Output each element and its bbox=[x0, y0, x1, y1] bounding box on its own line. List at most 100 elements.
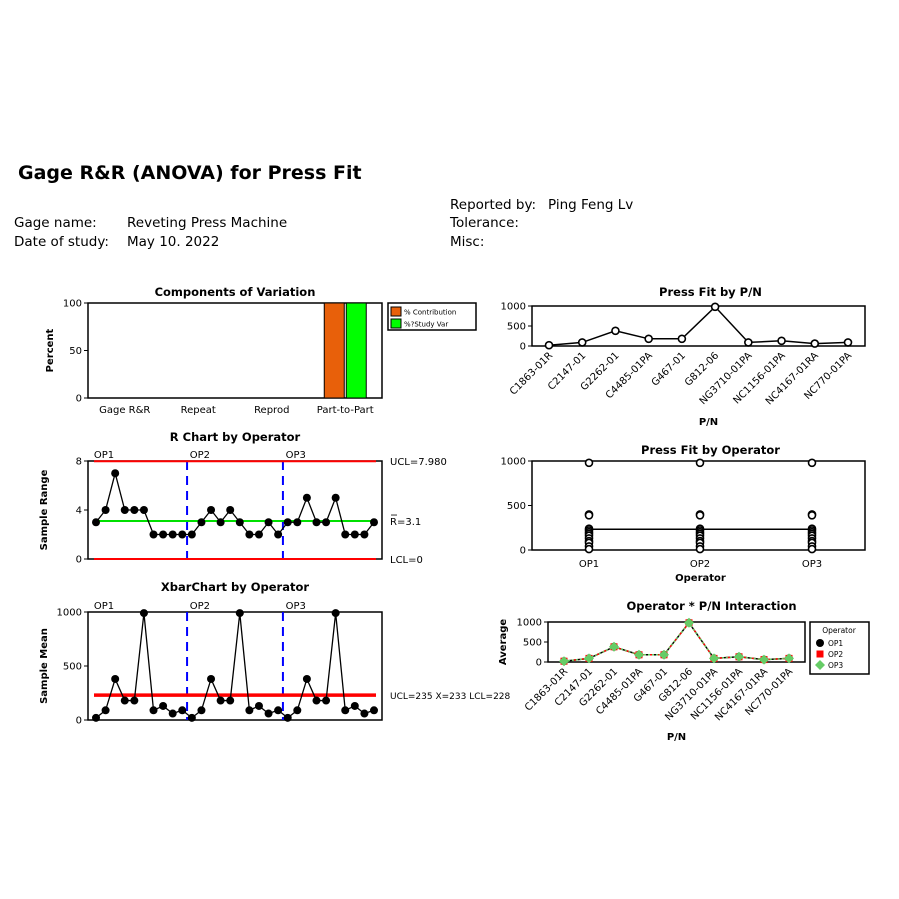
gage-name-label: Gage name: bbox=[14, 215, 97, 231]
interaction-point bbox=[634, 649, 644, 660]
interaction-ytick-label: 500 bbox=[523, 638, 542, 649]
interaction-point bbox=[734, 651, 744, 662]
gage-name-value: Reveting Press Machine bbox=[127, 215, 288, 231]
misc-label: Misc: bbox=[450, 234, 485, 250]
interaction-series-line bbox=[563, 621, 790, 662]
r-chart-ucl-label: UCL=7.980 bbox=[390, 457, 447, 468]
r-chart-point bbox=[139, 506, 148, 514]
by-operator-ytick-label: 500 bbox=[507, 501, 526, 512]
r-chart-point bbox=[226, 506, 235, 514]
r-chart-point bbox=[293, 518, 302, 527]
components-ytick-label: 0 bbox=[76, 394, 82, 405]
interaction-series-line bbox=[563, 621, 790, 662]
interaction-legend-marker bbox=[816, 650, 824, 658]
r-chart-point bbox=[312, 518, 321, 527]
by-operator-point bbox=[695, 510, 705, 520]
xbar-chart-point bbox=[331, 609, 340, 618]
xbar-chart-point bbox=[178, 706, 187, 715]
components-ytick-label: 50 bbox=[69, 346, 82, 357]
xbar-chart-series-line bbox=[95, 613, 375, 719]
by-operator-point bbox=[807, 544, 817, 554]
r-chart-point bbox=[111, 469, 120, 478]
components-title: Components of Variation bbox=[155, 285, 316, 299]
r-chart-point bbox=[331, 493, 340, 502]
by-operator-xtick-label: OP1 bbox=[579, 559, 599, 570]
interaction-point bbox=[759, 654, 769, 665]
r-chart-point bbox=[168, 530, 177, 539]
by-part-point bbox=[577, 338, 587, 347]
r-chart-point bbox=[149, 530, 158, 539]
r-chart-point bbox=[302, 493, 311, 502]
by-part-point bbox=[777, 336, 786, 346]
xbar-chart-point bbox=[149, 706, 158, 715]
xbar-chart-point bbox=[197, 706, 206, 715]
xbar-chart-point bbox=[312, 696, 321, 705]
xbar-chart-point bbox=[293, 706, 302, 715]
r-chart-point bbox=[245, 530, 254, 539]
by-part-xtick-label: C1863-01R bbox=[508, 350, 555, 397]
r-chart-title: R Chart by Operator bbox=[170, 430, 301, 444]
interaction-point bbox=[659, 649, 669, 660]
xbar-chart-point bbox=[120, 696, 129, 705]
by-part-point bbox=[843, 338, 853, 347]
r-chart-ylabel: Sample Range bbox=[39, 469, 50, 550]
components-xtick-label: Gage R&R bbox=[99, 405, 150, 416]
r-chart-point bbox=[101, 506, 110, 514]
components-ytick-label: 100 bbox=[63, 299, 82, 310]
interaction-legend-label: OP3 bbox=[828, 661, 843, 670]
xbar-chart-limits-label: UCL=235 X=233 LCL=228 bbox=[390, 692, 511, 702]
by-operator-point bbox=[695, 458, 705, 468]
components-bar bbox=[345, 302, 367, 399]
interaction-ylabel: Average bbox=[498, 619, 509, 666]
by-part-title: Press Fit by P/N bbox=[659, 285, 762, 299]
r-chart-point bbox=[283, 518, 292, 527]
by-operator-point bbox=[584, 510, 594, 520]
xbar-chart-ylabel: Sample Mean bbox=[39, 628, 50, 704]
components-legend-label: % Contribution bbox=[404, 309, 456, 317]
xbar-chart-ytick-label: 500 bbox=[63, 662, 82, 673]
r-chart-point bbox=[322, 518, 331, 527]
by-part-point bbox=[744, 338, 753, 347]
by-operator-ytick-label: 0 bbox=[520, 546, 526, 557]
xbar-chart-point bbox=[274, 706, 283, 715]
r-chart-point bbox=[274, 530, 283, 539]
r-chart-point bbox=[120, 506, 129, 514]
r-chart-series-line bbox=[95, 470, 375, 536]
xbar-chart-point bbox=[245, 706, 254, 715]
reported-by-label: Reported by: bbox=[450, 197, 537, 213]
xbar-chart-operator-label: OP2 bbox=[190, 601, 210, 612]
by-operator-point bbox=[807, 510, 817, 520]
r-chart-point bbox=[216, 518, 225, 527]
by-part-point bbox=[710, 302, 720, 312]
xbar-chart-point bbox=[322, 696, 331, 705]
components-bar bbox=[323, 302, 345, 399]
xbar-chart-point bbox=[283, 713, 292, 722]
interaction-point bbox=[709, 653, 719, 664]
xbar-chart-point bbox=[207, 674, 216, 683]
xbar-chart-point bbox=[264, 709, 273, 718]
date-of-study-value: May 10. 2022 bbox=[127, 234, 220, 250]
r-chart-operator-label: OP3 bbox=[286, 450, 306, 461]
interaction-legend-label: OP1 bbox=[828, 639, 843, 648]
xbar-chart-title: XbarChart by Operator bbox=[161, 580, 309, 594]
components-legend bbox=[387, 302, 477, 331]
r-chart-point bbox=[187, 530, 196, 539]
interaction-ytick-label: 1000 bbox=[517, 618, 542, 629]
interaction-point bbox=[584, 653, 594, 664]
r-chart-point bbox=[341, 530, 350, 539]
by-operator-point bbox=[584, 544, 594, 554]
by-part-point bbox=[611, 326, 620, 336]
r-chart-point bbox=[254, 530, 263, 539]
xbar-chart-point bbox=[111, 674, 120, 683]
xbar-chart-ytick-label: 1000 bbox=[57, 608, 82, 619]
reported-by-value: Ping Feng Lv bbox=[548, 197, 634, 213]
by-part-ytick-label: 500 bbox=[507, 322, 526, 333]
by-operator-point bbox=[807, 458, 817, 468]
by-part-ytick-label: 0 bbox=[520, 342, 526, 353]
components-xtick-label: Repeat bbox=[181, 405, 216, 416]
r-chart-point bbox=[130, 506, 139, 514]
r-chart-point bbox=[197, 518, 206, 527]
xbar-chart-point bbox=[216, 696, 225, 705]
interaction-legend-label: OP2 bbox=[828, 650, 843, 659]
